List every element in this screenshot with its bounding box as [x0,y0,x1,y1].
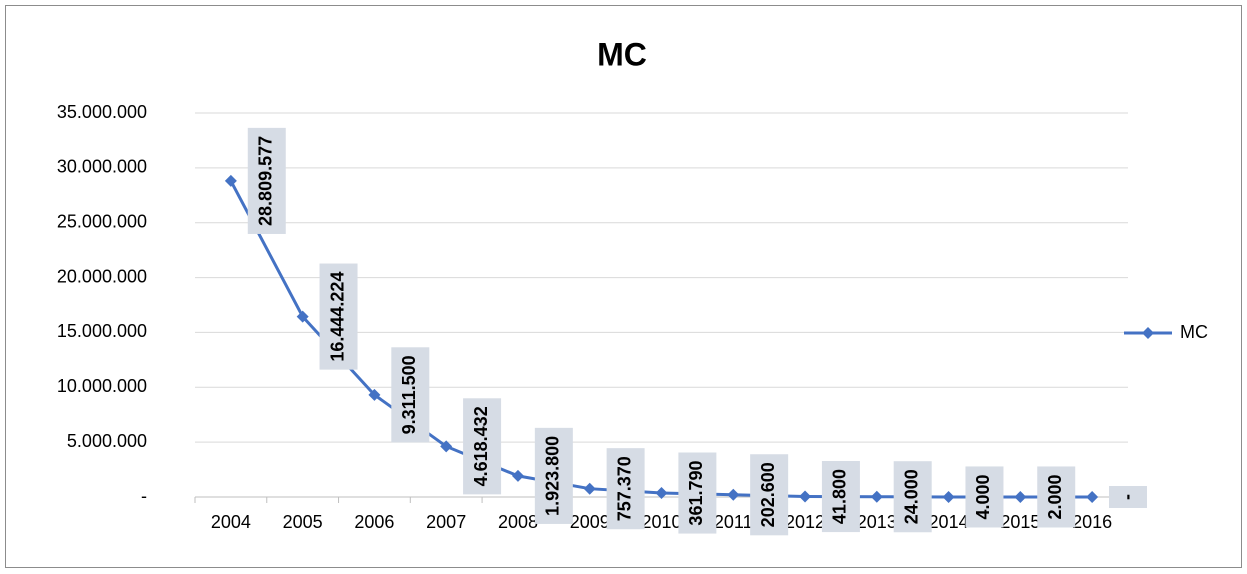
y-tick-label: 15.000.000 [57,321,147,341]
x-tick-label: 2009 [570,512,610,532]
legend-label: MC [1180,322,1208,342]
x-tick-label: 2008 [498,512,538,532]
x-tick-label: 2016 [1072,512,1112,532]
x-tick-label: 2007 [426,512,466,532]
data-label: 24.000 [901,469,921,524]
x-tick-label: 2004 [211,512,251,532]
data-label: 28.809.577 [256,136,276,226]
point [1014,490,1027,503]
x-tick-label: 2013 [857,512,897,532]
x-tick-label: 2010 [641,512,681,532]
x-tick-label: 2006 [354,512,394,532]
point [511,469,524,482]
data-label: 1.923.800 [543,436,563,516]
x-tick-label: 2011 [714,512,753,532]
point [296,310,309,323]
data-label-box [821,461,860,533]
data-label: 41.800 [830,469,850,524]
y-tick-label: - [141,486,147,506]
point [942,490,955,503]
legend-marker [1142,327,1154,339]
data-label: - [1117,494,1137,500]
point [440,440,453,453]
point [1086,491,1099,503]
y-tick-label: 35.000.000 [57,102,147,122]
data-label-box [391,347,430,443]
x-tick-label: 2005 [283,512,323,532]
x-tick-label: 2014 [929,512,969,532]
data-label-box [750,454,789,536]
y-tick-label: 20.000.000 [57,266,147,286]
point [583,482,596,495]
data-label-box [1037,466,1076,528]
point [368,388,381,401]
x-tick-label: 2015 [1000,512,1040,532]
data-label: 4.618.432 [471,406,491,486]
data-label-box [965,466,1004,528]
point [799,490,812,503]
chart-title: MC [597,36,647,72]
data-label-box [534,427,573,524]
data-label: 9.311.500 [399,355,419,434]
data-label-box [606,448,645,530]
point [727,488,740,501]
data-label: 4.000 [973,474,993,519]
data-label: 2.000 [1045,474,1065,519]
point [655,487,668,500]
data-label-box [463,398,502,495]
x-tick-label: 2012 [785,512,825,532]
y-tick-label: 30.000.000 [57,157,147,177]
data-label: 361.790 [686,460,706,525]
data-label: 16.444.224 [327,272,347,362]
data-label: 757.370 [614,456,634,521]
y-tick-label: 10.000.000 [57,376,147,396]
point [870,490,883,503]
point [224,174,237,187]
data-label: 202.600 [758,462,778,527]
data-label-box [678,452,717,534]
data-label-box [1109,486,1147,508]
y-tick-label: 5.000.000 [67,431,147,451]
data-label-box [247,127,286,234]
y-tick-label: 25.000.000 [57,211,147,231]
data-label-box [893,461,932,533]
data-label-box [319,263,358,370]
